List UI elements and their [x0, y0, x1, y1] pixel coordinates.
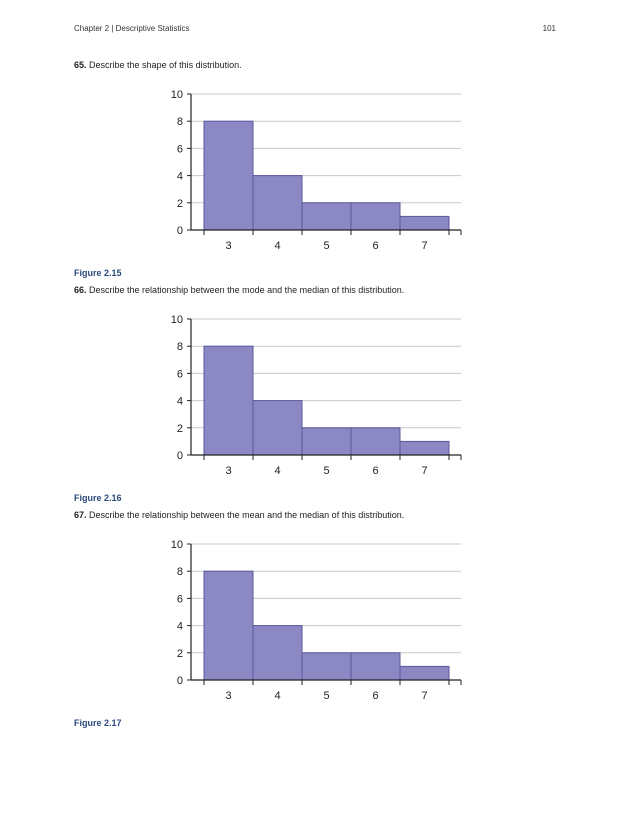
y-tick-label: 10: [171, 539, 183, 551]
histogram-bar: [203, 570, 254, 681]
histogram-bar: [203, 345, 254, 456]
x-tick-label: 5: [323, 240, 329, 252]
running-head: Chapter 2 | Descriptive Statistics 101: [74, 24, 556, 33]
question-65: 65. Describe the shape of this distribut…: [74, 60, 242, 70]
question-text: Describe the relationship between the me…: [89, 510, 405, 520]
y-tick-label: 8: [177, 566, 183, 578]
x-tick-label: 4: [274, 690, 280, 702]
x-tick-label: 6: [372, 240, 378, 252]
y-tick-label: 8: [177, 341, 183, 353]
x-tick-label: 6: [372, 465, 378, 477]
x-tick-label: 7: [421, 240, 427, 252]
x-tick-label: 3: [225, 690, 231, 702]
x-tick-label: 7: [421, 690, 427, 702]
y-tick-label: 6: [177, 593, 183, 605]
y-tick-label: 0: [177, 675, 183, 687]
histogram-figure-2-17: 0 2 4 6 8 10 3 4 5 6 7: [171, 539, 462, 702]
x-tick-label: 3: [225, 465, 231, 477]
histogram-bar: [399, 215, 450, 231]
figure-caption: Figure 2.15: [74, 268, 122, 278]
histogram-figure-2-15: 0 2 4 6 8 10 3 4 5 6 7: [171, 89, 462, 252]
y-tick-label: 4: [177, 621, 183, 633]
question-number: 66.: [74, 285, 87, 295]
x-tick-label: 7: [421, 465, 427, 477]
y-tick-label: 8: [177, 116, 183, 128]
figure-caption: Figure 2.16: [74, 493, 122, 503]
histogram-bar: [252, 400, 303, 456]
x-tick-label: 3: [225, 240, 231, 252]
histogram-bar: [350, 202, 401, 231]
question-number: 67.: [74, 510, 87, 520]
y-tick-label: 2: [177, 423, 183, 435]
question-number: 65.: [74, 60, 87, 70]
question-text: Describe the shape of this distribution.: [89, 60, 242, 70]
histogram-bar: [301, 427, 352, 456]
histogram-bar: [399, 665, 450, 681]
y-tick-label: 4: [177, 396, 183, 408]
y-tick-label: 2: [177, 648, 183, 660]
y-tick-label: 6: [177, 368, 183, 380]
histogram-bar: [350, 427, 401, 456]
x-tick-label: 5: [323, 690, 329, 702]
histogram-bar: [301, 652, 352, 681]
y-tick-label: 10: [171, 314, 183, 326]
y-tick-label: 0: [177, 225, 183, 237]
histogram-bar: [203, 120, 254, 231]
histogram-bar: [252, 175, 303, 231]
question-66: 66. Describe the relationship between th…: [74, 285, 404, 295]
figure-caption: Figure 2.17: [74, 718, 122, 728]
x-tick-label: 4: [274, 465, 280, 477]
y-tick-label: 6: [177, 143, 183, 155]
y-tick-label: 0: [177, 450, 183, 462]
page-number: 101: [542, 24, 556, 33]
question-text: Describe the relationship between the mo…: [89, 285, 405, 295]
y-tick-label: 4: [177, 171, 183, 183]
histogram-bar: [350, 652, 401, 681]
y-tick-label: 10: [171, 89, 183, 101]
y-tick-label: 2: [177, 198, 183, 210]
histogram-bar: [399, 440, 450, 456]
x-tick-label: 5: [323, 465, 329, 477]
x-tick-label: 4: [274, 240, 280, 252]
question-67: 67. Describe the relationship between th…: [74, 510, 404, 520]
histogram-bar: [301, 202, 352, 231]
histogram-figure-2-16: 0 2 4 6 8 10 3 4 5 6 7: [171, 314, 462, 477]
x-tick-label: 6: [372, 690, 378, 702]
chapter-title: Chapter 2 | Descriptive Statistics: [74, 24, 190, 33]
histogram-bar: [252, 625, 303, 681]
